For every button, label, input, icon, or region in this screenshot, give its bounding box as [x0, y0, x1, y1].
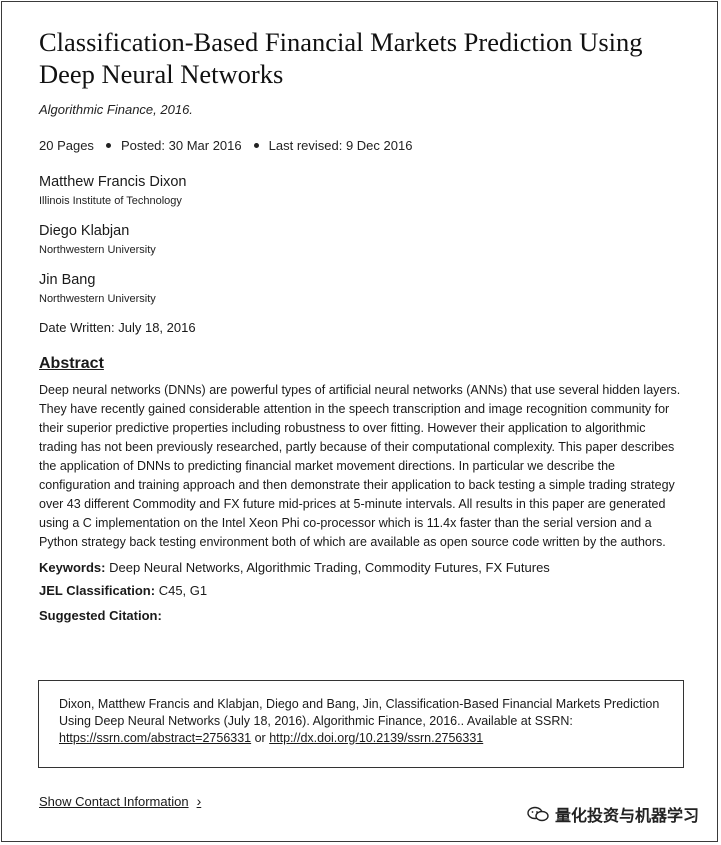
- keywords-row: Keywords: Deep Neural Networks, Algorith…: [39, 560, 689, 575]
- keywords-label: Keywords:: [39, 560, 106, 575]
- abstract-text: Deep neural networks (DNNs) are powerful…: [39, 383, 681, 549]
- show-contact-label: Show Contact Information: [39, 793, 189, 809]
- jel-row: JEL Classification: C45, G1: [39, 583, 689, 598]
- chevron-right-icon: ›: [196, 793, 202, 809]
- author-affiliation: Northwestern University: [39, 244, 156, 256]
- suggested-citation-label: Suggested Citation:: [39, 608, 162, 623]
- paper-title: Classification-Based Financial Markets P…: [39, 27, 643, 89]
- posted-date: Posted: 30 Mar 2016: [120, 138, 242, 153]
- citation-or: or: [251, 731, 270, 745]
- watermark-text: 量化投资与机器学习: [554, 808, 699, 825]
- author-block: Diego Klabjan Northwestern University: [39, 223, 689, 256]
- citation-box: Dixon, Matthew Francis and Klabjan, Dieg…: [38, 680, 684, 768]
- watermark: 量化投资与机器学习: [527, 802, 699, 826]
- bullet-icon: [105, 143, 111, 148]
- abstract-heading: Abstract: [39, 355, 104, 372]
- author-affiliation: Illinois Institute of Technology: [39, 195, 182, 207]
- bullet-icon: [253, 143, 259, 148]
- journal-citation: Algorithmic Finance, 2016.: [39, 102, 193, 117]
- revised-date: Last revised: 9 Dec 2016: [268, 138, 413, 153]
- author-name[interactable]: Diego Klabjan: [39, 223, 130, 239]
- ssrn-link[interactable]: https://ssrn.com/abstract=2756331: [59, 731, 252, 745]
- wechat-icon: [527, 806, 549, 822]
- author-block: Jin Bang Northwestern University: [39, 272, 689, 305]
- author-name[interactable]: Matthew Francis Dixon: [39, 174, 187, 190]
- author-block: Matthew Francis Dixon Illinois Institute…: [39, 174, 689, 207]
- paper-meta: 20 Pages Posted: 30 Mar 2016 Last revise…: [39, 138, 689, 153]
- paper-content: Classification-Based Financial Markets P…: [39, 26, 689, 623]
- show-contact-link[interactable]: Show Contact Information ›: [39, 793, 201, 809]
- author-affiliation: Northwestern University: [39, 293, 156, 305]
- page-count: 20 Pages: [39, 138, 94, 153]
- jel-label: JEL Classification:: [39, 583, 156, 598]
- citation-text: Dixon, Matthew Francis and Klabjan, Dieg…: [59, 697, 660, 728]
- doi-link[interactable]: http://dx.doi.org/10.2139/ssrn.2756331: [269, 731, 484, 745]
- keywords-value: Deep Neural Networks, Algorithmic Tradin…: [109, 560, 550, 575]
- date-written: Date Written: July 18, 2016: [39, 320, 196, 335]
- author-name[interactable]: Jin Bang: [39, 272, 96, 288]
- jel-value: C45, G1: [158, 583, 208, 598]
